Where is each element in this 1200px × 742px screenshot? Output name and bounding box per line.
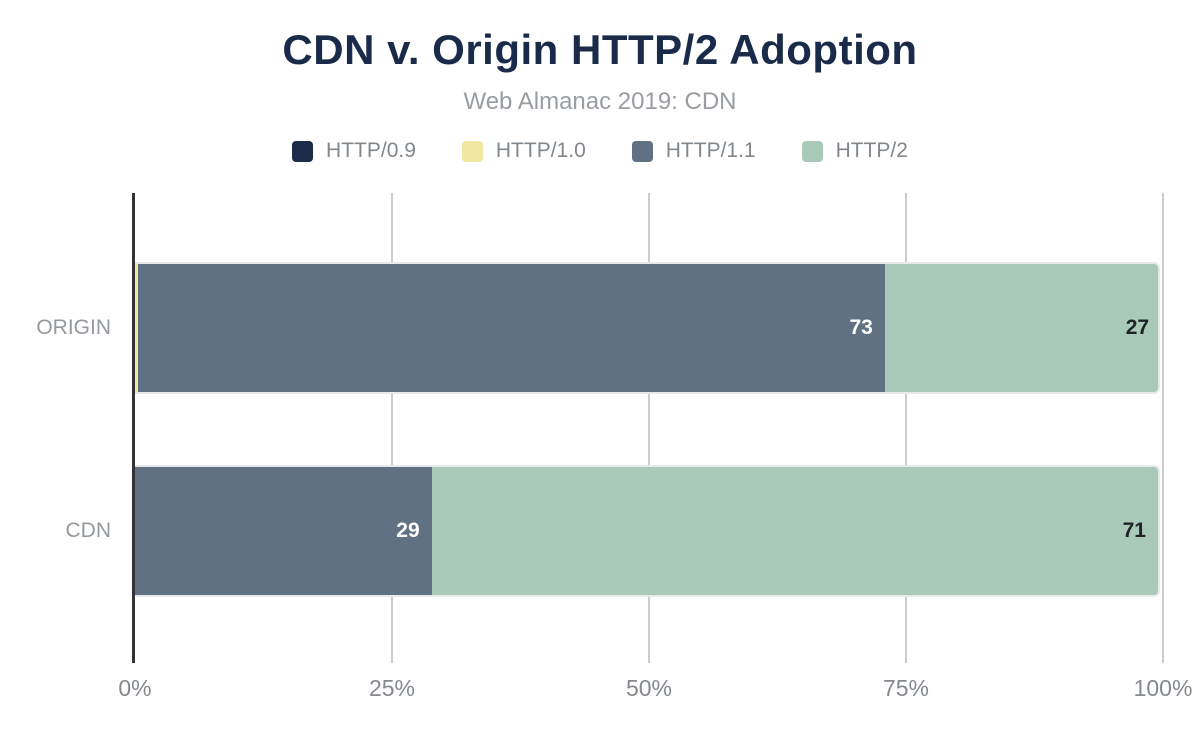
legend-item: HTTP/0.9 — [292, 139, 416, 163]
chart-subtitle: Web Almanac 2019: CDN — [463, 88, 737, 115]
segment-http-1-1: 73 — [138, 264, 885, 392]
segment-http-1-0 — [135, 264, 139, 392]
data-label: 29 — [396, 519, 420, 542]
gridline — [391, 193, 393, 663]
data-label: 73 — [849, 316, 873, 339]
legend-swatch — [801, 140, 823, 162]
x-tick-label: 50% — [625, 675, 673, 701]
legend-item: HTTP/2 — [801, 139, 908, 163]
bar-origin: 73 27 — [135, 262, 1160, 394]
legend-label: HTTP/2 — [835, 139, 908, 162]
gridline — [905, 193, 907, 663]
plot-area: 73 27 29 71 ORIGIN CDN 0% 25% 50% 75% 100% — [36, 193, 1192, 701]
legend: HTTP/0.9 HTTP/1.0 HTTP/1.1 HTTP/2 — [0, 139, 1200, 163]
category-label: ORIGIN — [36, 316, 111, 339]
data-label: 27 — [1125, 316, 1150, 339]
gridline — [1162, 193, 1164, 663]
x-axis: 0% 25% 50% 75% 100% — [118, 663, 1192, 703]
segment-http-2: 71 — [431, 467, 1158, 595]
y-axis-line — [132, 193, 135, 663]
x-tick-label: 25% — [368, 675, 416, 701]
gridline — [648, 193, 650, 663]
legend-label: HTTP/0.9 — [326, 139, 416, 162]
legend-swatch — [631, 140, 653, 162]
x-tick-label: 0% — [118, 675, 152, 701]
x-tick-label: 75% — [882, 675, 930, 701]
legend-swatch — [461, 140, 483, 162]
legend-swatch — [292, 140, 314, 162]
data-label: 71 — [1122, 519, 1146, 542]
legend-label: HTTP/1.1 — [665, 139, 756, 162]
segment-http-2: 27 — [884, 264, 1158, 392]
chart-title: CDN v. Origin HTTP/2 Adoption — [282, 26, 918, 73]
legend-item: HTTP/1.1 — [631, 139, 756, 163]
segment-http-1-1: 29 — [135, 467, 432, 595]
legend-label: HTTP/1.0 — [495, 139, 586, 162]
x-tick-label: 100% — [1133, 675, 1193, 701]
legend-item: HTTP/1.0 — [461, 139, 586, 163]
bar-cdn: 29 71 — [135, 465, 1160, 597]
category-label: CDN — [65, 519, 112, 542]
